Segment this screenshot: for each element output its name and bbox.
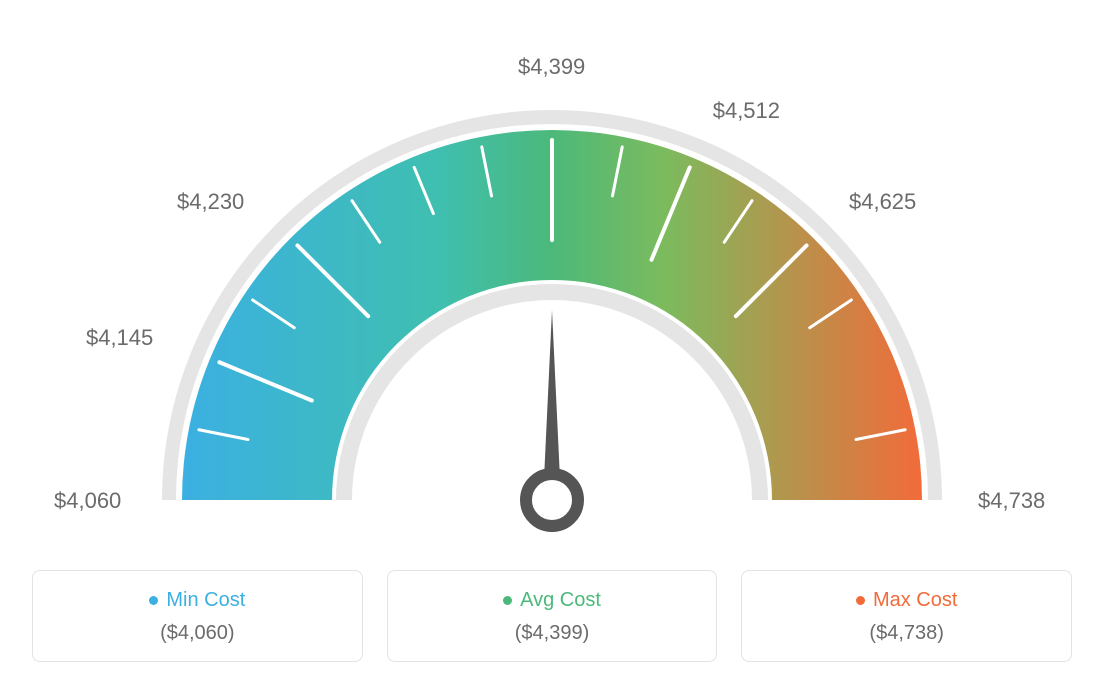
tick-label: $4,230 [177, 189, 244, 215]
gauge-area: $4,060 $4,145 $4,230 $4,399 $4,512 $4,625 $4,7… [0, 0, 1104, 560]
min-cost-value: ($4,060) [45, 622, 350, 645]
tick-label: $4,060 [54, 488, 121, 514]
avg-cost-label: Avg Cost [520, 589, 601, 611]
max-dot-icon [856, 596, 865, 605]
tick-label: $4,625 [849, 189, 916, 215]
max-cost-value: ($4,738) [754, 622, 1059, 645]
max-cost-title: Max Cost [754, 589, 1059, 612]
min-cost-title: Min Cost [45, 589, 350, 612]
gauge-group [162, 110, 942, 526]
avg-cost-title: Avg Cost [400, 589, 705, 612]
tick-label: $4,399 [518, 54, 585, 80]
min-dot-icon [149, 596, 158, 605]
tick-label: $4,145 [86, 325, 153, 351]
avg-cost-value: ($4,399) [400, 622, 705, 645]
tick-label: $4,738 [978, 488, 1045, 514]
min-cost-label: Min Cost [166, 589, 245, 611]
max-cost-card: Max Cost ($4,738) [741, 570, 1072, 662]
gauge-chart-container: $4,060 $4,145 $4,230 $4,399 $4,512 $4,625 $4,7… [0, 0, 1104, 690]
min-cost-card: Min Cost ($4,060) [32, 570, 363, 662]
tick-label: $4,512 [713, 98, 780, 124]
avg-dot-icon [503, 596, 512, 605]
avg-cost-card: Avg Cost ($4,399) [387, 570, 718, 662]
max-cost-label: Max Cost [873, 589, 957, 611]
summary-cards: Min Cost ($4,060) Avg Cost ($4,399) Max … [32, 570, 1072, 662]
gauge-svg [0, 0, 1104, 560]
